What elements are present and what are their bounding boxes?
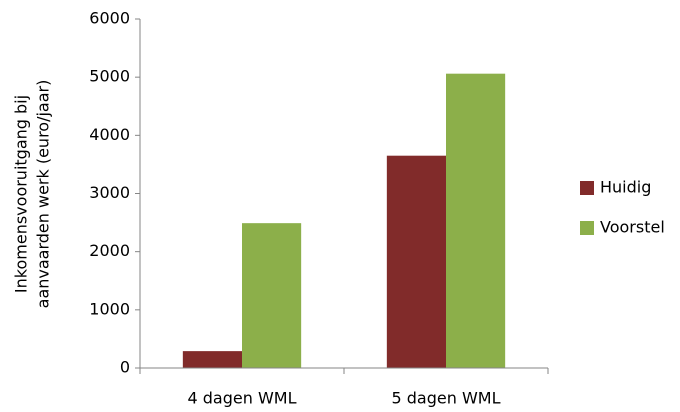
x-tick-label: 4 dagen WML: [188, 389, 297, 408]
y-axis-title: Inkomensvooruitgang bij aanvaarden werk …: [12, 80, 53, 309]
bar: [386, 155, 446, 368]
y-tick-label: 4000: [89, 125, 130, 144]
y-tick-label: 2000: [89, 241, 130, 260]
x-tick-label: 5 dagen WML: [392, 389, 501, 408]
y-axis-title-line: aanvaarden werk (euro/jaar): [34, 80, 53, 309]
y-tick-label: 5000: [89, 67, 130, 86]
y-tick-label: 6000: [89, 9, 130, 28]
y-tick-label: 0: [120, 358, 130, 377]
legend-swatch: [580, 221, 594, 235]
y-tick-label: 3000: [89, 183, 130, 202]
legend-swatch: [580, 181, 594, 195]
bar: [182, 351, 242, 368]
bar: [446, 73, 506, 368]
y-tick-label: 1000: [89, 299, 130, 318]
legend-label: Voorstel: [600, 218, 665, 237]
legend-label: Huidig: [600, 178, 651, 197]
y-axis-title-line: Inkomensvooruitgang bij: [12, 95, 31, 293]
bar: [242, 223, 302, 368]
